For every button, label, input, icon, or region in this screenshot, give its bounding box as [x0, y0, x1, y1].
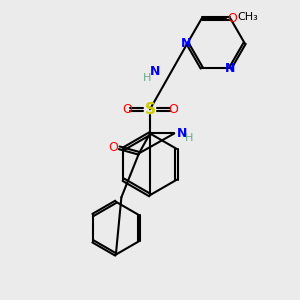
Text: O: O — [109, 141, 118, 154]
Text: H: H — [185, 133, 194, 143]
Text: S: S — [145, 102, 155, 117]
Text: N: N — [181, 37, 191, 50]
Text: N: N — [150, 65, 161, 78]
Text: H: H — [142, 74, 151, 83]
Text: O: O — [168, 103, 178, 116]
Text: CH₃: CH₃ — [237, 12, 258, 22]
Text: N: N — [225, 61, 236, 74]
Text: O: O — [122, 103, 132, 116]
Text: O: O — [227, 12, 237, 25]
Text: N: N — [176, 127, 187, 140]
